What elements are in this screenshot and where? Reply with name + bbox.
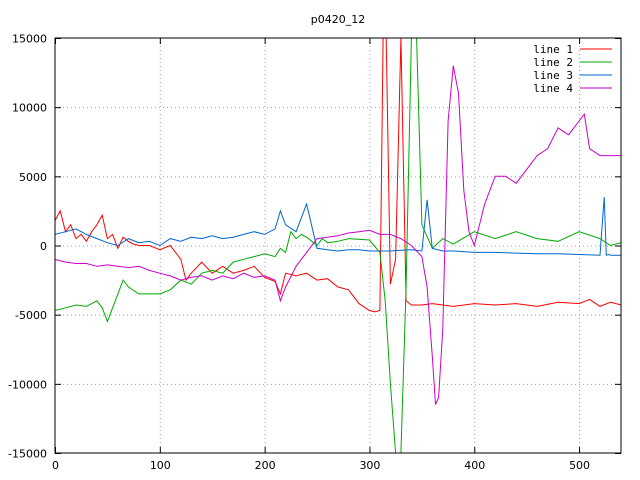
x-tick-label: 400	[464, 459, 485, 472]
x-tick-label: 100	[150, 459, 171, 472]
legend-label-2: line 2	[533, 56, 573, 69]
series-line-2	[55, 38, 621, 453]
y-tick-label: -10000	[8, 378, 47, 391]
x-tick-label: 0	[52, 459, 59, 472]
legend-label-3: line 3	[533, 69, 573, 82]
series-line-4	[55, 65, 621, 405]
x-tick-label: 500	[569, 459, 590, 472]
series-layer	[55, 38, 621, 453]
y-tick-label: 10000	[12, 102, 47, 115]
x-tick-label: 200	[255, 459, 276, 472]
y-tick-label: -15000	[8, 448, 47, 461]
series-line-3	[55, 197, 621, 256]
y-tick-label: 15000	[12, 33, 47, 46]
series-line-1	[55, 38, 621, 313]
y-tick-label: 5000	[19, 171, 47, 184]
y-tick-label: 0	[40, 240, 47, 253]
legend-label-4: line 4	[533, 82, 573, 95]
legend-label-1: line 1	[533, 43, 573, 56]
axis-ticks: 0 100 200 300 400 500 -15000 -10000 -5000 0 5000 10…	[8, 33, 621, 472]
x-tick-label: 300	[359, 459, 380, 472]
y-tick-label: -5000	[15, 309, 47, 322]
chart-title: p0420_12	[311, 13, 365, 26]
